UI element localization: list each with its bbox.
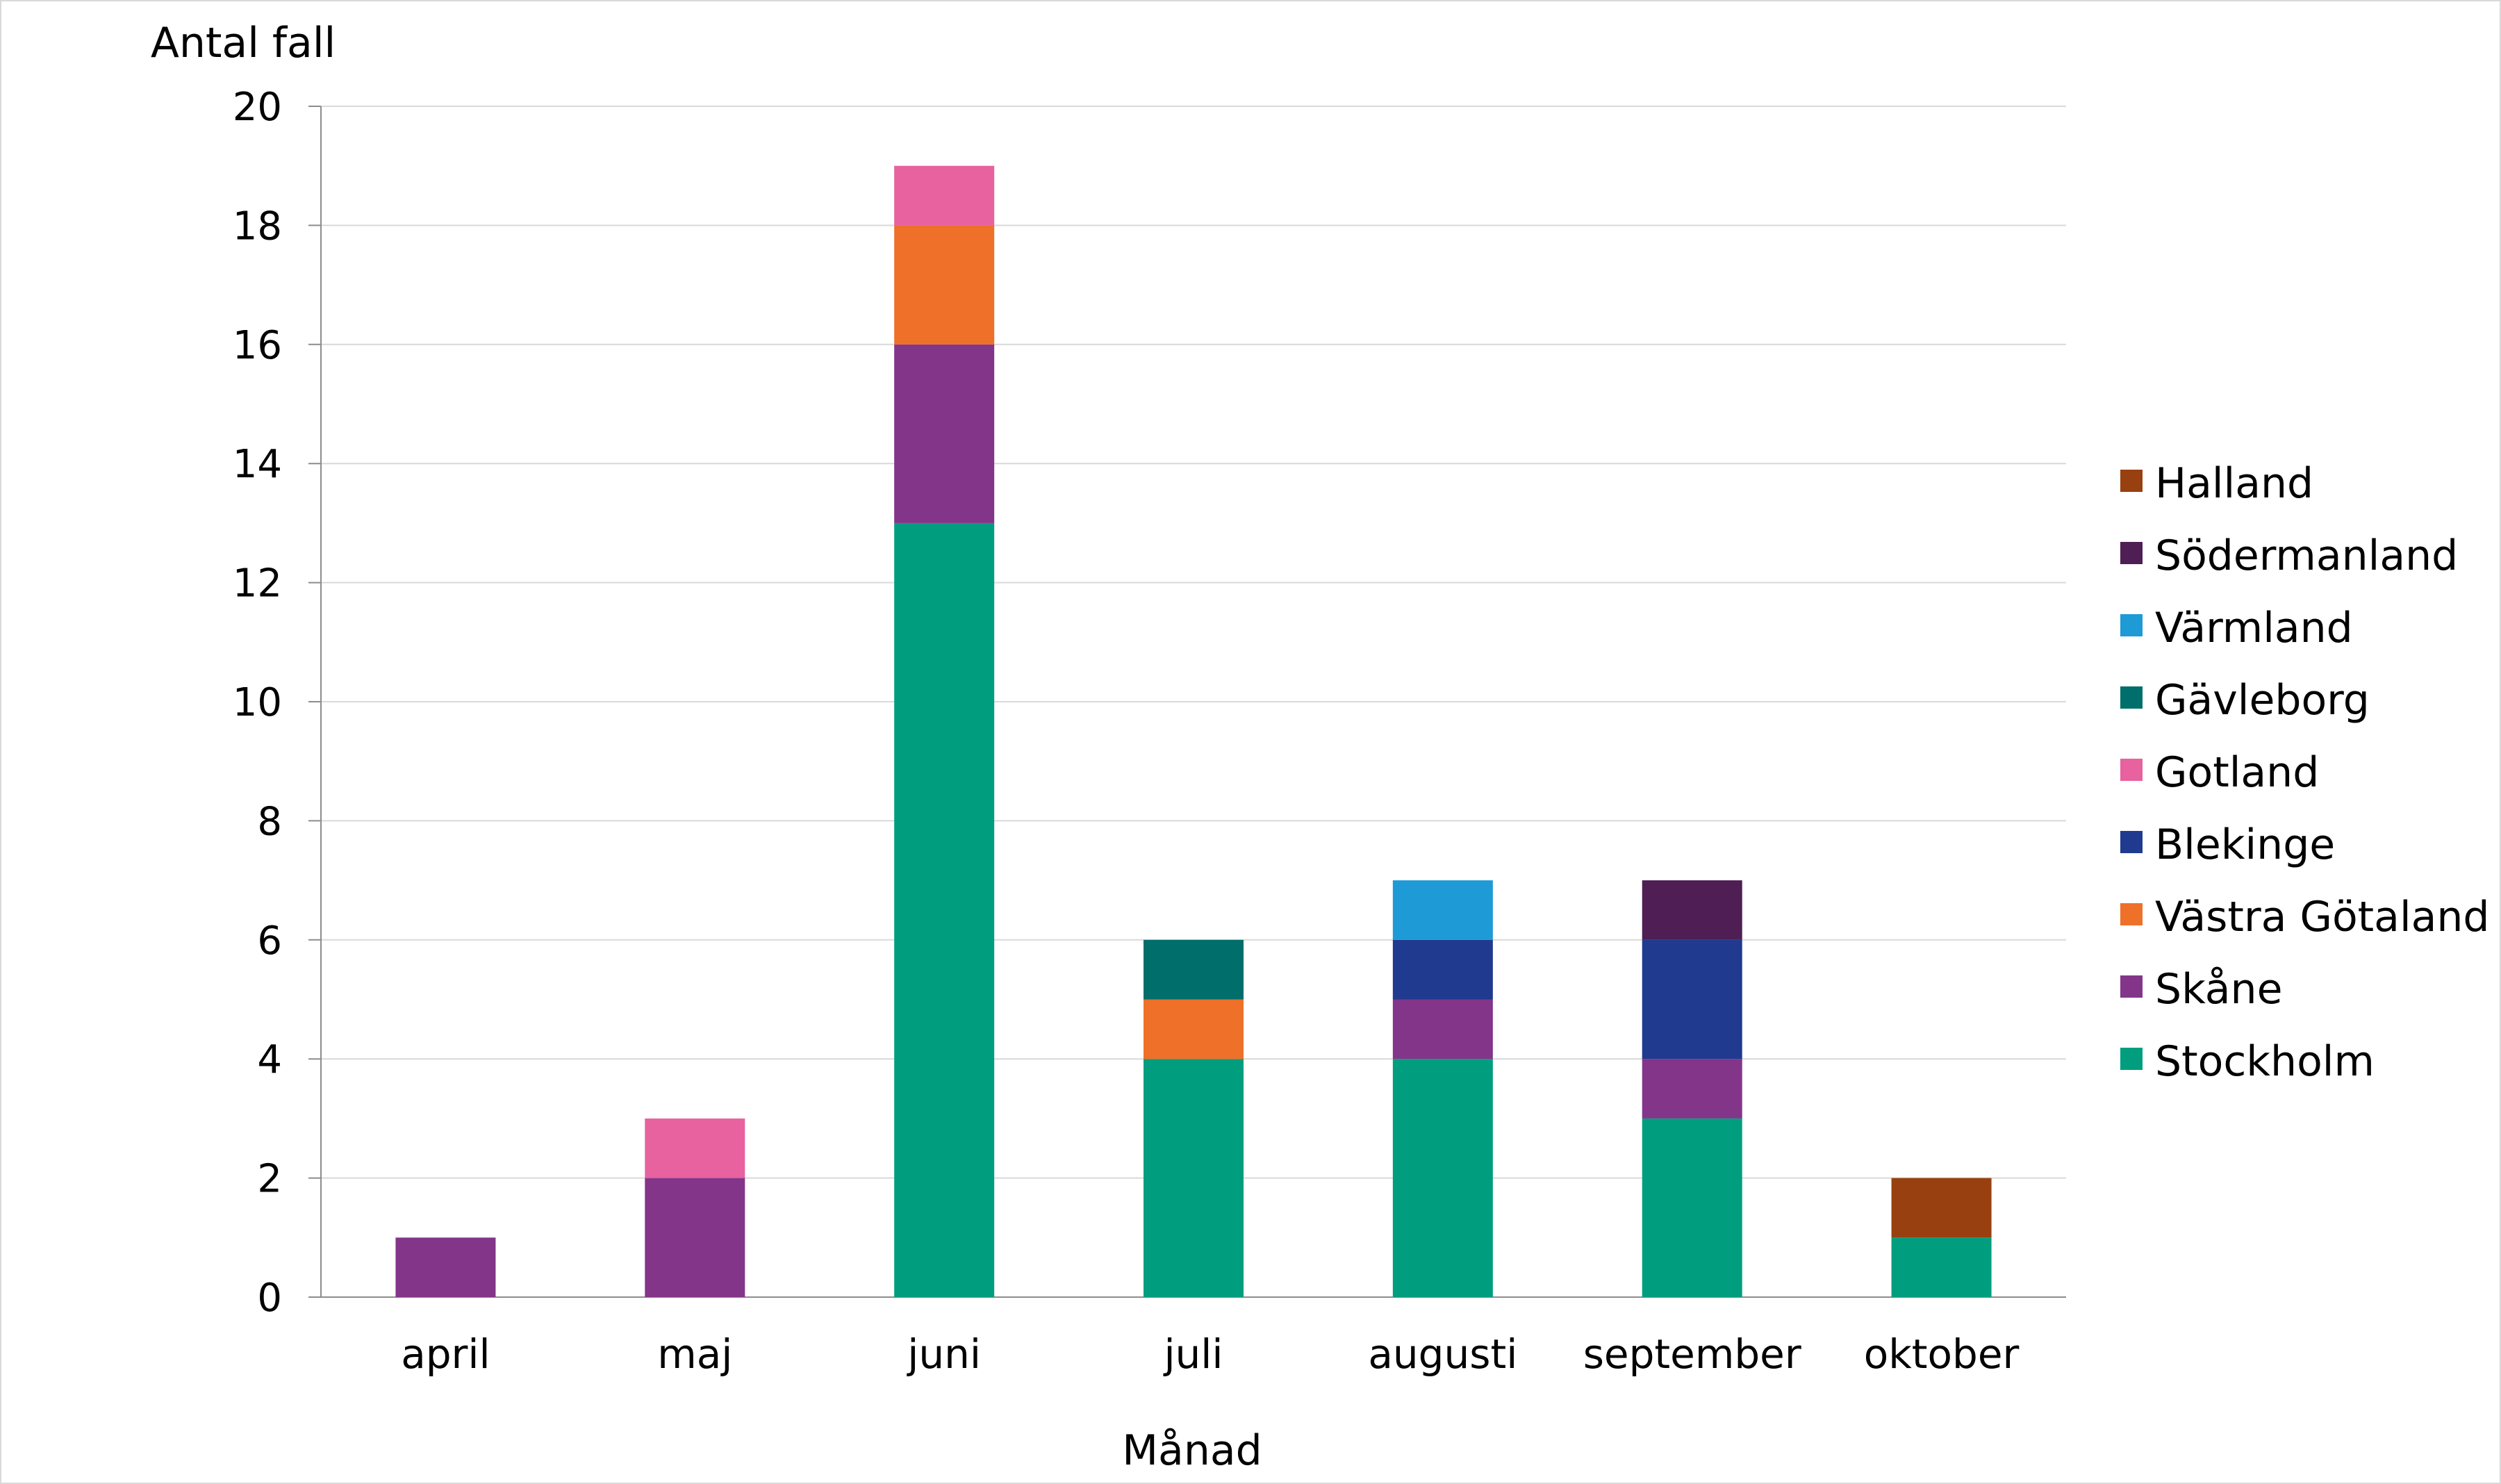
- x-tick-label-september: september: [1583, 1330, 1801, 1378]
- legend-swatch-gotland: [2120, 759, 2143, 781]
- legend-label-gotland: Gotland: [2155, 748, 2319, 797]
- y-tick-label: 16: [233, 323, 282, 368]
- legend-label-blekinge: Blekinge: [2155, 821, 2335, 869]
- bar-juli-stockholm: [1144, 1059, 1244, 1297]
- legend-swatch-skane: [2120, 975, 2143, 998]
- y-tick-label: 18: [233, 204, 282, 249]
- y-tick-label: 20: [233, 85, 282, 130]
- bar-maj-skane: [645, 1178, 745, 1297]
- bar-augusti-blekinge: [1392, 939, 1493, 1000]
- legend-swatch-gavleborg: [2120, 686, 2143, 709]
- bar-augusti-stockholm: [1392, 1059, 1493, 1297]
- bar-augusti-varmland: [1392, 880, 1493, 940]
- bar-maj-gotland: [645, 1118, 745, 1178]
- x-axis-title: Månad: [1122, 1426, 1262, 1475]
- y-tick-label: 12: [233, 561, 282, 607]
- bar-juni-skane: [894, 344, 995, 523]
- legend-label-gavleborg: Gävleborg: [2155, 676, 2370, 725]
- y-tick-label: 14: [233, 442, 282, 487]
- legend-label-vastra-gotaland: Västra Götaland: [2155, 893, 2490, 941]
- bar-juni-gotland: [894, 165, 995, 226]
- y-tick-label: 0: [257, 1276, 282, 1321]
- bar-september-blekinge: [1642, 939, 1742, 1060]
- bar-september-stockholm: [1642, 1118, 1742, 1297]
- bars: [395, 165, 1992, 1297]
- bar-oktober-halland: [1891, 1178, 1992, 1238]
- x-tick-labels: april maj juni juli augusti september oktober: [401, 1330, 2019, 1378]
- bar-oktober-stockholm: [1891, 1237, 1992, 1297]
- bar-juni-stockholm: [894, 522, 995, 1297]
- y-tick-label: 10: [233, 680, 282, 725]
- y-tick-label: 4: [257, 1037, 282, 1082]
- y-tick-labels: 0 2 4 6 8 10 12 14 16 18 20: [233, 85, 282, 1321]
- legend-label-skane: Skåne: [2155, 965, 2283, 1014]
- bar-september-sodermanland: [1642, 880, 1742, 940]
- bar-augusti-skane: [1392, 999, 1493, 1060]
- legend-label-varmland: Värmland: [2155, 604, 2353, 652]
- y-tick-label: 2: [257, 1157, 282, 1202]
- x-tick-label-juni: juni: [906, 1330, 981, 1378]
- bar-september-skane: [1642, 1059, 1742, 1119]
- x-tick-label-juli: juli: [1162, 1330, 1223, 1378]
- x-tick-label-april: april: [401, 1330, 490, 1378]
- legend: Halland Södermanland Värmland Gävleborg Gotl…: [2120, 459, 2490, 1086]
- y-tick-label: 8: [257, 799, 282, 844]
- legend-swatch-sodermanland: [2120, 542, 2143, 564]
- bar-april-skane: [395, 1237, 496, 1297]
- legend-swatch-varmland: [2120, 614, 2143, 636]
- legend-swatch-stockholm: [2120, 1048, 2143, 1070]
- legend-label-halland: Halland: [2155, 459, 2313, 508]
- x-tick-label-maj: maj: [657, 1330, 732, 1378]
- y-axis-title: Antal fall: [151, 19, 336, 67]
- y-tick-label: 6: [257, 918, 282, 964]
- bar-juni-vastra-gotaland: [894, 225, 995, 345]
- bar-juli-vastra-gotaland: [1144, 999, 1244, 1060]
- legend-swatch-blekinge: [2120, 831, 2143, 853]
- bar-juli-gavleborg: [1144, 939, 1244, 1000]
- legend-swatch-halland: [2120, 470, 2143, 492]
- legend-label-sodermanland: Södermanland: [2155, 531, 2458, 580]
- x-tick-label-augusti: augusti: [1368, 1330, 1517, 1378]
- legend-label-stockholm: Stockholm: [2155, 1037, 2375, 1086]
- x-tick-label-oktober: oktober: [1864, 1330, 2020, 1378]
- gridlines: [321, 106, 2066, 1179]
- legend-swatch-vastra-gotaland: [2120, 903, 2143, 925]
